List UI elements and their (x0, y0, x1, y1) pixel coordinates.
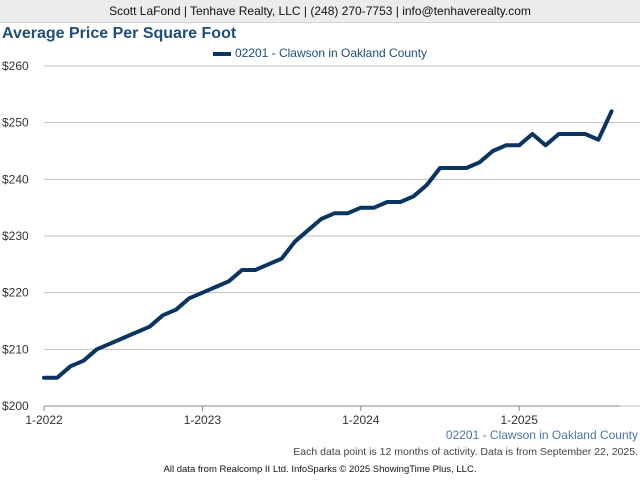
x-tick-label: 1-2025 (501, 413, 539, 427)
y-tick-label: $200 (2, 399, 29, 413)
chart-title: Average Price Per Square Foot (2, 25, 237, 42)
series-line (42, 109, 614, 380)
legend-label: 02201 - Clawson in Oakland County (234, 46, 428, 60)
y-tick-label: $260 (2, 59, 29, 73)
data-note: Each data point is 12 months of activity… (293, 446, 638, 458)
x-tick-label: 1-2022 (25, 413, 63, 427)
gridlines (44, 65, 640, 407)
y-tick-label: $250 (2, 116, 29, 130)
series-layer (42, 109, 614, 380)
x-tick-label: 1-2024 (342, 413, 380, 427)
axes: $200 $210 $220 $230 $240 $250 $260 1-2022 1-2023… (2, 59, 620, 427)
y-tick-label: $240 (2, 172, 29, 186)
footer-credit: All data from Realcomp II Ltd. InfoSpark… (163, 464, 477, 475)
contact-header: Scott LaFond | Tenhave Realty, LLC | (24… (0, 0, 640, 23)
chart-legend: 02201 - Clawson in Oakland County (0, 46, 640, 60)
y-tick-label: $220 (2, 286, 29, 300)
legend-swatch (212, 51, 231, 56)
y-tick-label: $210 (2, 342, 29, 356)
y-tick-label: $230 (2, 229, 29, 243)
x-tick-label: 1-2023 (184, 413, 222, 427)
source-label: 02201 - Clawson in Oakland County (445, 428, 638, 442)
